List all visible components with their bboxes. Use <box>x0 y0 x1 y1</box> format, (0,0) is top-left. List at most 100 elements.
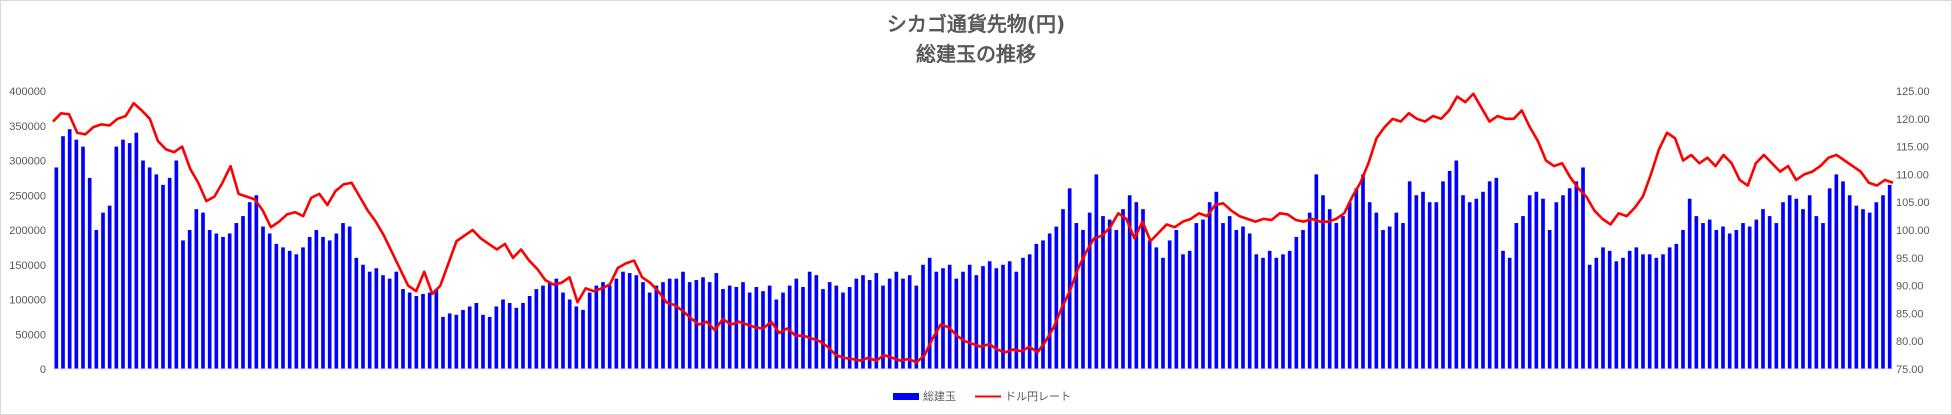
bar <box>147 167 152 369</box>
bar <box>1001 264 1005 369</box>
bar <box>1234 230 1239 369</box>
bar <box>667 278 672 369</box>
bar <box>1054 226 1059 369</box>
bar <box>647 292 652 369</box>
bar <box>407 292 412 369</box>
bar <box>901 278 905 369</box>
bar <box>1587 264 1592 369</box>
bar <box>501 299 505 369</box>
bar <box>521 302 525 369</box>
bar <box>1507 257 1512 369</box>
bar <box>527 296 532 369</box>
bar <box>1027 254 1032 369</box>
bar <box>1661 254 1665 369</box>
bar <box>81 146 85 369</box>
bar <box>767 285 772 369</box>
bar <box>61 136 65 369</box>
bar <box>421 293 425 369</box>
bar <box>1381 230 1385 369</box>
bar <box>1267 250 1272 369</box>
right-axis-tick-label: 95.00 <box>1896 253 1924 265</box>
bar <box>441 316 445 370</box>
legend: 総建玉 ドル円レート <box>893 389 1071 403</box>
bar <box>454 314 459 369</box>
bar <box>1327 209 1332 369</box>
bar <box>607 285 612 369</box>
left-y-axis: 0 50000 100000 150000 200000 250000 300000 3500… <box>9 86 46 376</box>
bar <box>1401 223 1405 369</box>
bar <box>1634 247 1639 370</box>
bar <box>221 236 225 369</box>
bar <box>274 243 279 369</box>
bar <box>1841 181 1845 369</box>
bar <box>1694 216 1699 369</box>
bar <box>1474 198 1479 369</box>
bar <box>1727 233 1732 369</box>
bar <box>1341 216 1345 369</box>
bar <box>1074 223 1079 369</box>
bar <box>427 292 432 369</box>
bar <box>114 146 119 369</box>
bar <box>741 282 745 370</box>
legend-swatch-bar <box>893 393 919 400</box>
bar <box>367 271 372 369</box>
bar <box>1554 202 1559 369</box>
bar <box>381 275 385 369</box>
bar <box>474 302 479 369</box>
bar <box>1221 223 1225 369</box>
bar <box>1734 230 1739 369</box>
bar <box>1674 243 1679 369</box>
bar <box>1174 230 1179 369</box>
left-axis-tick-label: 400000 <box>9 86 46 98</box>
bar <box>321 236 325 369</box>
bar <box>974 275 979 369</box>
bar <box>1714 230 1719 369</box>
bar <box>201 212 205 370</box>
bar <box>354 257 359 369</box>
legend-label-line: ドル円レート <box>1005 390 1071 403</box>
left-axis-tick-label: 150000 <box>9 260 46 272</box>
bar <box>134 132 139 369</box>
bar <box>387 278 392 369</box>
bar <box>1881 195 1885 369</box>
bar <box>174 160 179 369</box>
bar <box>261 226 265 369</box>
bar <box>1041 240 1045 369</box>
bar <box>467 306 472 369</box>
bar <box>881 285 885 369</box>
bar <box>301 247 305 370</box>
bar <box>801 286 805 369</box>
bar <box>1201 219 1205 369</box>
bar <box>534 289 539 369</box>
bar <box>254 195 259 369</box>
bar <box>307 236 312 369</box>
bar <box>1114 230 1119 369</box>
bar <box>1241 226 1245 369</box>
rate-line <box>52 92 1894 364</box>
bar <box>1354 188 1359 369</box>
bar <box>1774 223 1779 369</box>
bar <box>1547 230 1552 369</box>
bar <box>1347 202 1352 369</box>
bar <box>1007 261 1012 369</box>
bar <box>1514 223 1519 369</box>
bar <box>1761 209 1765 369</box>
bar <box>954 278 959 369</box>
bar <box>1854 205 1859 369</box>
chart-title-line-1: シカゴ通貨先物(円) <box>887 12 1065 36</box>
bar <box>121 139 125 369</box>
bar <box>1834 174 1839 369</box>
bar <box>1067 188 1072 369</box>
bar <box>1274 257 1279 369</box>
bar <box>907 275 912 369</box>
bar <box>1361 174 1365 369</box>
bar <box>87 177 92 370</box>
bar <box>921 264 925 369</box>
bar <box>1541 198 1545 369</box>
bar <box>687 282 692 370</box>
bar <box>1534 191 1539 369</box>
bar <box>1581 167 1585 369</box>
bar <box>1421 191 1425 369</box>
bar <box>761 291 765 369</box>
bar <box>601 282 605 370</box>
